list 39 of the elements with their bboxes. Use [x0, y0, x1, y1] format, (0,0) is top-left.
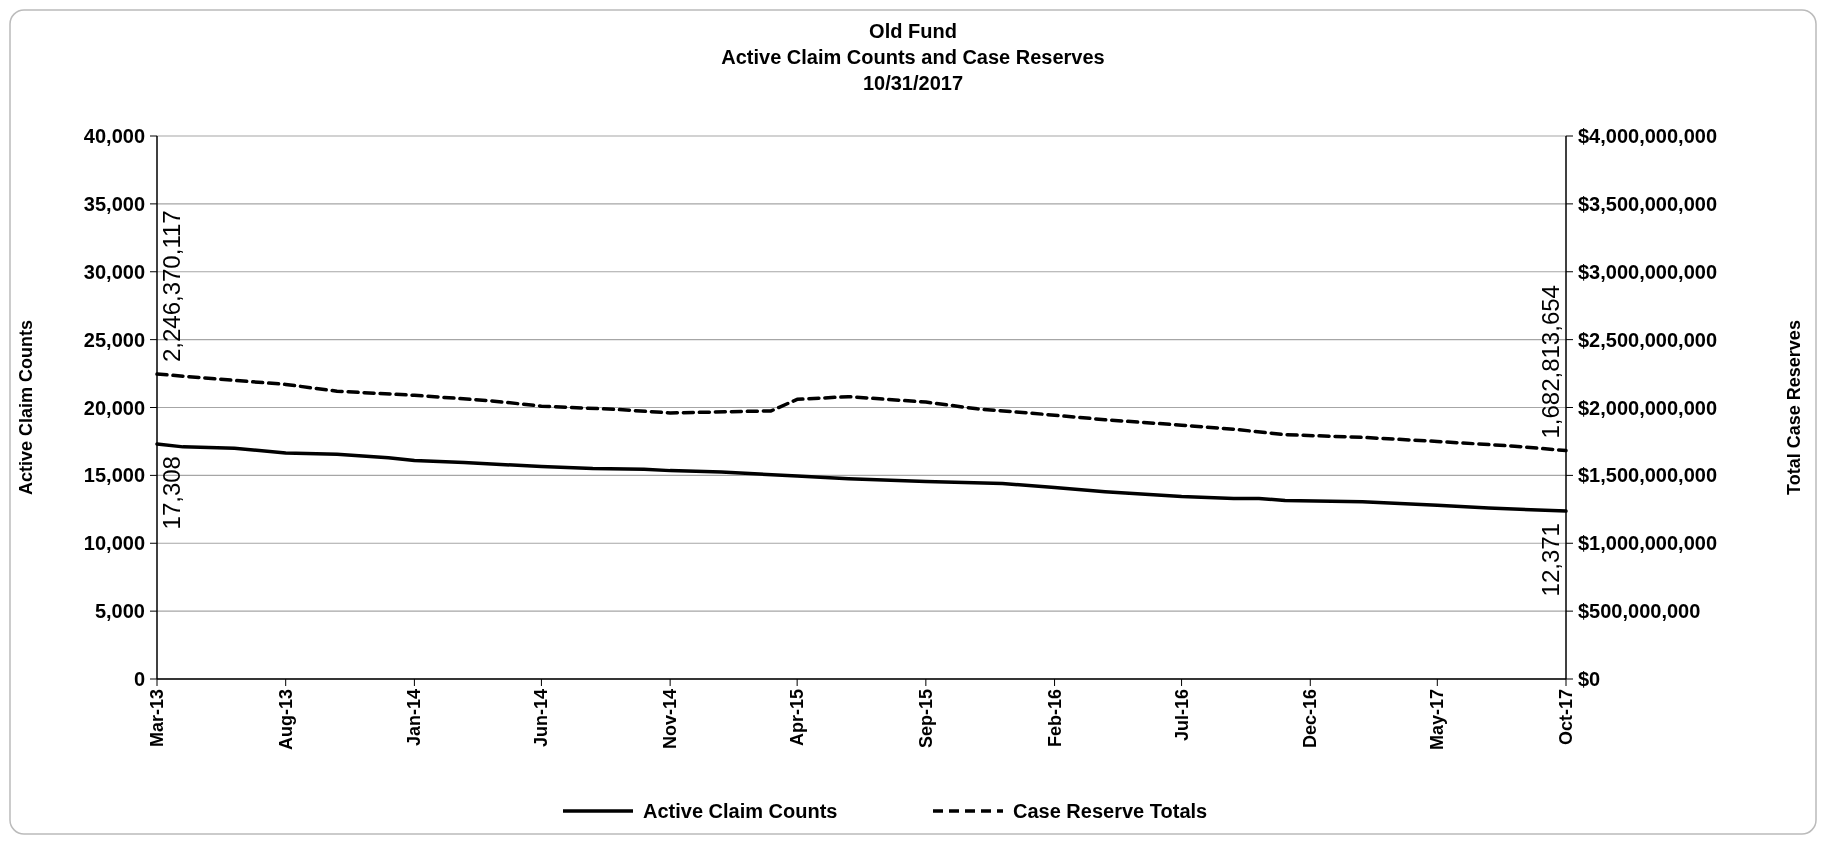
y-tick-label: 30,000 — [83, 260, 145, 283]
legend-label: Active Claim Counts — [643, 800, 838, 822]
x-tick-label: May-17 — [1427, 689, 1448, 751]
x-tick-label: Jan-14 — [404, 689, 425, 747]
y-tick-label: 35,000 — [83, 192, 145, 215]
x-tick-label: Oct-17 — [1556, 689, 1576, 746]
x-tick-label: Jul-16 — [1171, 689, 1192, 742]
x-tick-label: Dec-16 — [1300, 689, 1321, 749]
x-tick-label: Aug-13 — [275, 689, 296, 751]
y-tick-label: 25,000 — [83, 328, 145, 351]
data-label: 12,371 — [1536, 523, 1564, 597]
y2-tick-label: $1,000,000,000 — [1578, 532, 1718, 555]
y2-tick-label: $0 — [1578, 668, 1601, 690]
y2-tick-label: $3,000,000,000 — [1578, 260, 1718, 283]
y-tick-label: 15,000 — [83, 464, 145, 487]
data-label: 17,308 — [157, 456, 185, 530]
chart-title: Old Fund Active Claim Counts and Case Reserves 10/31/2017 — [721, 20, 1105, 94]
x-tick-label: Sep-15 — [915, 689, 936, 749]
data-label: 1,682,813,654 — [1536, 285, 1564, 439]
y-tick-label: 10,000 — [83, 532, 145, 555]
y2-tick-label: $1,500,000,000 — [1578, 464, 1718, 487]
y-tick-label: 40,000 — [83, 125, 145, 147]
y2-axis-title: Total Case Reserves — [1784, 320, 1804, 495]
y-tick-label: 5,000 — [94, 600, 145, 623]
y2-tick-label: $2,500,000,000 — [1578, 328, 1718, 351]
x-tick-label: Apr-15 — [787, 689, 808, 747]
y-axis-title: Active Claim Counts — [16, 319, 36, 496]
x-tick-label: Jun-14 — [531, 689, 552, 748]
data-label: 2,246,370,117 — [157, 210, 185, 363]
x-tick-label: Mar-13 — [147, 689, 167, 748]
y-tick-label: 20,000 — [83, 396, 145, 419]
y-tick-label: 0 — [133, 668, 145, 690]
x-tick-label: Nov-14 — [660, 689, 681, 750]
y2-tick-label: $500,000,000 — [1578, 600, 1701, 623]
y2-tick-label: $3,500,000,000 — [1578, 192, 1718, 215]
x-tick-label: Feb-16 — [1044, 689, 1065, 748]
y2-tick-label: $2,000,000,000 — [1578, 396, 1718, 419]
y2-tick-label: $4,000,000,000 — [1578, 125, 1718, 147]
legend-label: Case Reserve Totals — [1013, 800, 1208, 822]
